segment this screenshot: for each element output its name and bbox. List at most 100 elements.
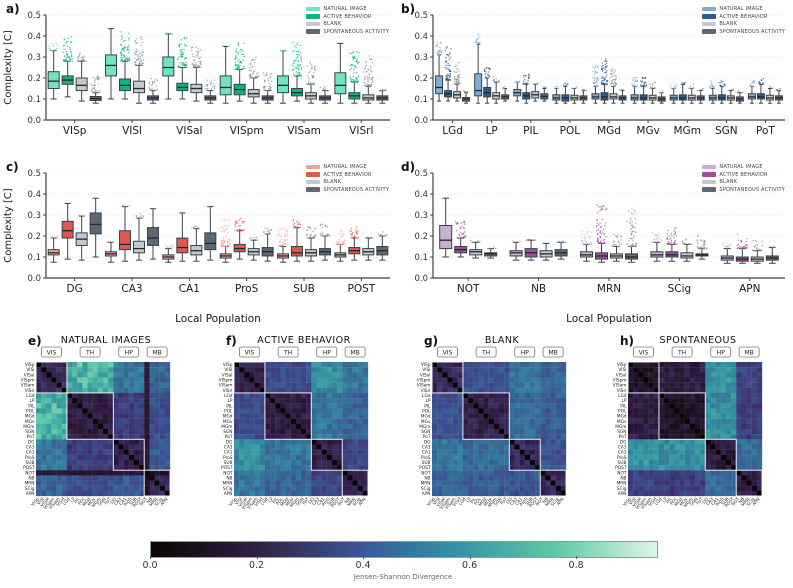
heatmap-svg-e): VIS TH HP MBVISpVISpVISlVISlVISalVISalVISpm… — [21, 346, 171, 511]
group-label: HP — [323, 349, 332, 356]
panel-c-boxplot: c) 0.0 0.1 0.2 0.3 0.4 0.5 Complexity [C] DG CA3… — [0, 158, 397, 332]
col-label: LGd — [458, 496, 468, 507]
row-label: PIL — [226, 403, 233, 409]
col-label: SUB — [720, 496, 730, 507]
row-label: MGd — [421, 414, 431, 420]
row-label: POL — [26, 408, 35, 414]
legend-item: NATURAL IMAGE — [306, 164, 389, 170]
col-label: VISrl — [647, 496, 658, 507]
panel-e-letter: e) — [28, 334, 42, 348]
row-label: LGd — [224, 393, 233, 399]
svg-text:0.3: 0.3 — [27, 211, 41, 221]
legend-item: BLANK — [306, 179, 389, 185]
svg-text:0.2: 0.2 — [27, 74, 41, 84]
group-label: MB — [548, 349, 557, 356]
row-label: VISpm — [417, 378, 431, 384]
col-label: CA3 — [509, 496, 519, 507]
group-label: TH — [85, 349, 94, 356]
row-label: POST — [23, 465, 35, 471]
legend-swatch — [306, 172, 321, 177]
row-label: CA3 — [422, 445, 431, 451]
colorbar-tick — [469, 556, 471, 559]
boxplot-svg-d): 0.0 0.1 0.2 0.3 0.4 0.5 NOT NB MRN SCig APN Local P… — [414, 169, 785, 325]
legend-label: ACTIVE BEHAVIOR — [323, 13, 372, 20]
legend-swatch — [702, 187, 717, 192]
col-label: NOT — [138, 496, 149, 507]
col-label: PIL — [271, 496, 280, 505]
col-label: LGd — [260, 496, 270, 507]
svg-text:0.4: 0.4 — [414, 32, 428, 42]
row-label: VISal — [222, 372, 233, 378]
legend-label: ACTIVE BEHAVIOR — [719, 13, 768, 20]
colorbar-tick-label: 0.6 — [462, 560, 478, 571]
legend-item: SPONTANEOUS ACTIVITY — [702, 29, 785, 35]
row-label: MGd — [617, 414, 627, 420]
legend-swatch — [306, 179, 321, 185]
col-label: CA3 — [311, 496, 321, 507]
category-label: VISrl — [349, 125, 373, 137]
row-label: MGv — [421, 419, 431, 425]
col-label: PoT — [499, 496, 509, 506]
category-label: SUB — [293, 283, 315, 295]
row-label: PoT — [619, 434, 627, 440]
col-label: VISl — [234, 496, 244, 506]
col-label: VISl — [36, 496, 46, 506]
row-label: MGm — [221, 424, 232, 430]
col-label: ProS — [321, 496, 332, 507]
row-label: PoT — [225, 434, 233, 440]
row-label: POST — [221, 465, 233, 471]
panel-e-title: NATURAL IMAGES — [60, 335, 152, 346]
row-label: MGm — [615, 424, 626, 430]
row-label: ProS — [421, 455, 431, 461]
row-label: MRN — [421, 481, 431, 487]
row-label: POL — [422, 408, 431, 414]
col-label: VISal — [631, 496, 643, 508]
row-label: VISal — [616, 372, 627, 378]
legend-swatch — [702, 14, 717, 19]
group-label: TH — [283, 349, 292, 356]
row-label: VISam — [21, 383, 35, 389]
row-label: ProS — [25, 455, 35, 461]
col-label: PIL — [73, 496, 82, 505]
svg-text:0.1: 0.1 — [27, 253, 41, 263]
colorbar-tick — [363, 556, 365, 559]
legend-item: SPONTANEOUS ACTIVITY — [306, 187, 389, 193]
svg-text:0.5: 0.5 — [27, 169, 41, 179]
legend: NATURAL IMAGE ACTIVE BEHAVIOR BLANK SPONTAN… — [306, 6, 389, 35]
legend-label: NATURAL IMAGE — [719, 6, 763, 12]
y-axis-label: Complexity [C] — [3, 188, 14, 263]
boxplot-svg-a): 0.0 0.1 0.2 0.3 0.4 0.5 Complexity [C] VISp VISl… — [3, 11, 390, 137]
col-label: MGd — [477, 496, 488, 508]
legend-label: SPONTANEOUS ACTIVITY — [323, 186, 389, 193]
col-label: VISrl — [55, 496, 66, 507]
col-label: LP — [69, 496, 77, 504]
row-label: SGN — [421, 429, 430, 435]
svg-text:0.1: 0.1 — [414, 95, 428, 105]
legend-swatch — [306, 14, 321, 19]
row-label: VISal — [420, 372, 431, 378]
legend-swatch — [702, 172, 717, 177]
row-label: NB — [424, 475, 430, 481]
category-label: PIL — [523, 125, 538, 137]
row-label: VISp — [421, 362, 431, 368]
col-label: APN — [357, 496, 367, 507]
row-label: VISpm — [613, 378, 627, 384]
x-axis-label: Local Population — [566, 313, 652, 325]
row-label: ProS — [617, 455, 627, 461]
legend-item: ACTIVE BEHAVIOR — [306, 14, 389, 20]
col-label: NOT — [336, 496, 347, 507]
col-label: SUB — [326, 496, 336, 507]
col-label: CA1 — [514, 496, 524, 507]
heatmap-svg-f): VIS TH HP MBVISpVISpVISlVISlVISalVISalVISpm… — [219, 346, 369, 511]
group-label: VIS — [639, 349, 649, 356]
row-label: APN — [618, 491, 627, 497]
row-label: LP — [30, 398, 35, 404]
col-label: VISal — [435, 496, 447, 508]
col-label: PIL — [469, 496, 478, 505]
row-label: CA1 — [26, 450, 35, 456]
row-label: SCig — [25, 486, 35, 492]
row-label: APN — [422, 491, 431, 497]
y-axis-label: Complexity [C] — [3, 30, 14, 105]
row-label: PoT — [423, 434, 431, 440]
